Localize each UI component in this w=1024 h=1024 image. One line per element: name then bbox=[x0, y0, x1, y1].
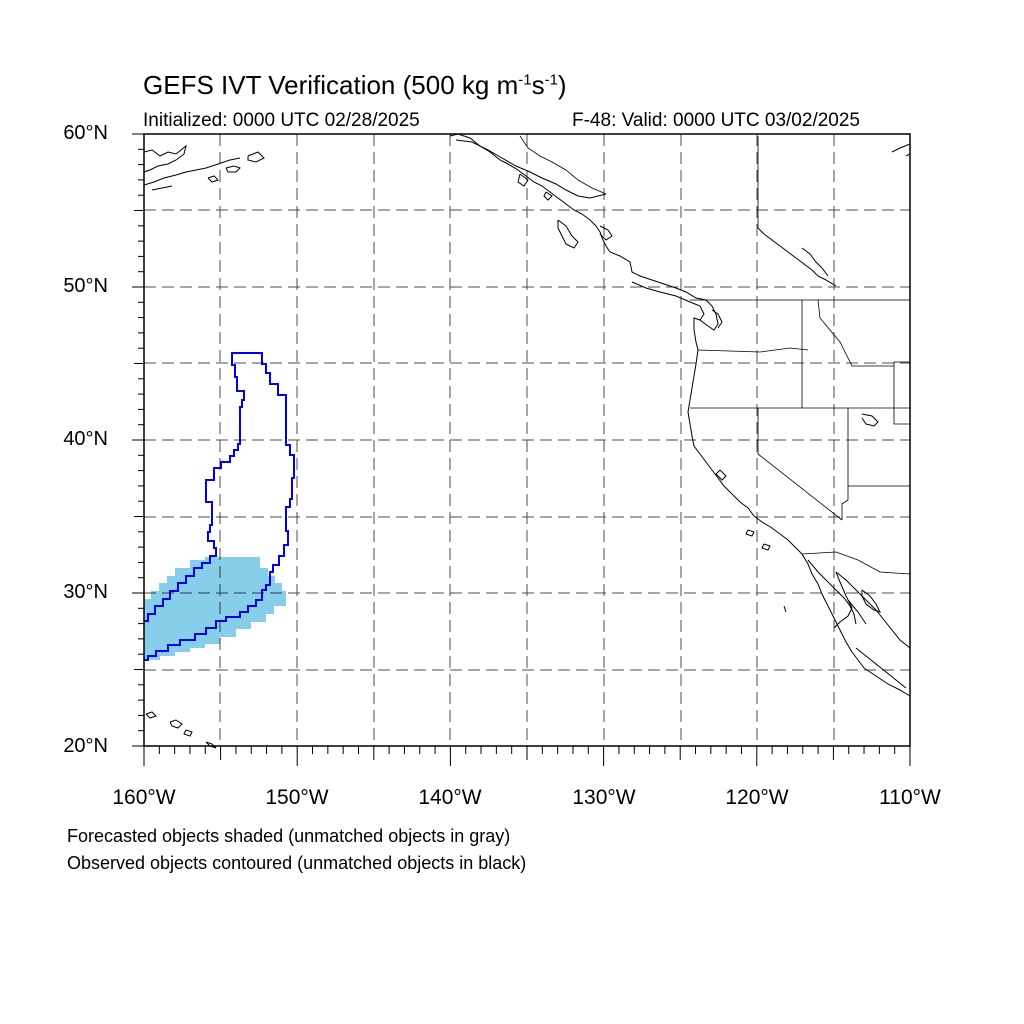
title-end: ) bbox=[557, 70, 567, 100]
title-exponent-1: -1 bbox=[518, 71, 532, 89]
lon-label-120W: 120°W bbox=[725, 786, 789, 809]
observed-object-contour bbox=[144, 352, 295, 661]
map-title: GEFS IVT Verification (500 kg m-1s-1) bbox=[143, 70, 567, 101]
title-mid: s bbox=[531, 70, 545, 100]
lon-label-130W: 130°W bbox=[572, 786, 636, 809]
lon-label-150W: 150°W bbox=[265, 786, 329, 809]
coastlines bbox=[143, 133, 911, 749]
lon-label-140W: 140°W bbox=[418, 786, 482, 809]
legend-observed-note: Observed objects contoured (unmatched ob… bbox=[67, 853, 527, 873]
lat-label-20N: 20°N bbox=[63, 735, 108, 757]
lat-label-40N: 40°N bbox=[63, 428, 108, 450]
lon-label-160W: 160°W bbox=[112, 786, 176, 809]
valid-time-label: F-48: Valid: 0000 UTC 03/02/2025 bbox=[572, 110, 860, 131]
lat-label-60N: 60°N bbox=[63, 122, 108, 144]
pacific-northwest-coast bbox=[449, 133, 603, 239]
title-main: GEFS IVT Verification (500 kg m bbox=[143, 70, 519, 100]
title-exponent-2: -1 bbox=[544, 71, 558, 89]
us-mexico-border bbox=[801, 551, 911, 575]
axis-ticks bbox=[132, 133, 911, 766]
political-boundaries bbox=[519, 135, 911, 575]
forecast-object-shading bbox=[144, 557, 286, 660]
baja-california-coast bbox=[801, 553, 865, 669]
initialized-label: Initialized: 0000 UTC 02/28/2025 bbox=[143, 110, 420, 131]
lon-label-110W: 110°W bbox=[879, 786, 941, 809]
graticule bbox=[144, 134, 910, 746]
legend-forecast-note: Forecasted objects shaded (unmatched obj… bbox=[67, 826, 511, 846]
lat-label-50N: 50°N bbox=[63, 275, 108, 297]
west-coast bbox=[687, 349, 803, 555]
alaska-peninsula-coast bbox=[143, 144, 187, 173]
lat-label-30N: 30°N bbox=[63, 581, 108, 603]
hawaii-islands bbox=[145, 711, 157, 719]
